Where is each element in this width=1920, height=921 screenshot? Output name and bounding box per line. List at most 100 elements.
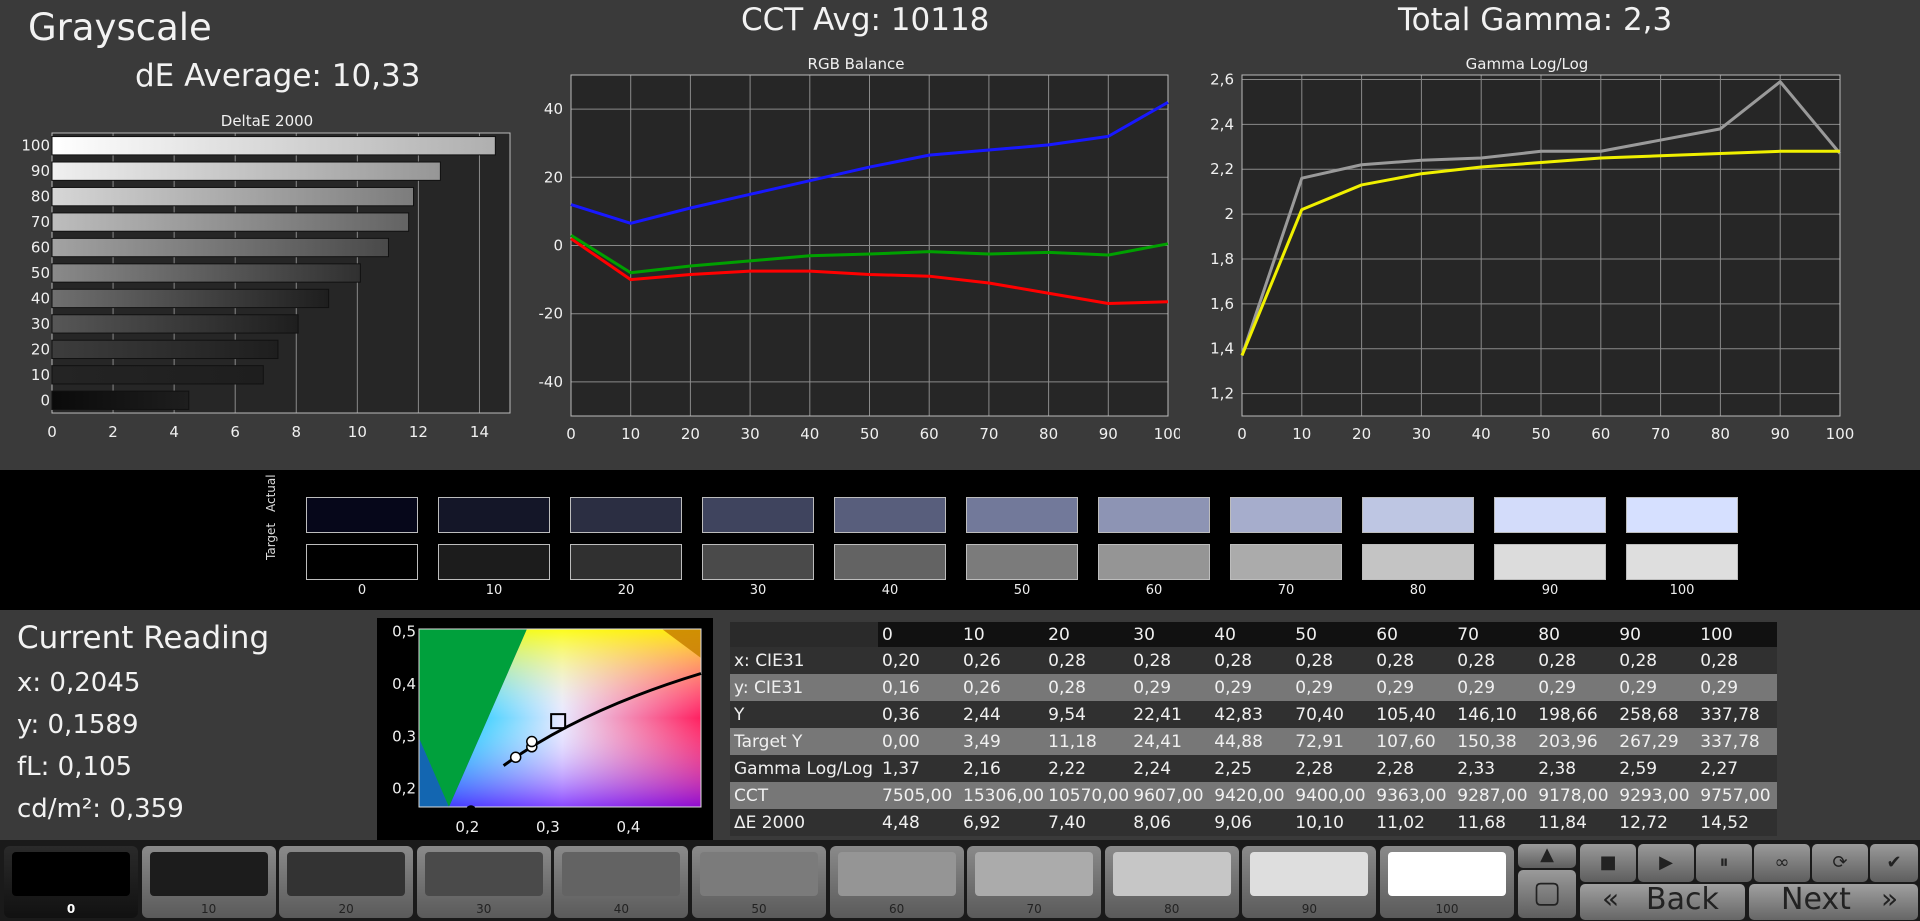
swatch-label: 10: [485, 583, 503, 598]
rgb-x-tick: 80: [1039, 425, 1058, 443]
patch-button-60[interactable]: 60: [829, 846, 964, 918]
cie-y-tick: 0,4: [392, 675, 416, 693]
gamma-y-tick: 2,4: [1210, 115, 1234, 133]
target-swatch-10: [438, 544, 550, 580]
table-row: ΔE 2000 4,48 6,92 7,40 8,06 9,06 10,10 11,02 11,…: [730, 809, 1778, 836]
swatch-label: 70: [1277, 583, 1295, 598]
rgb-x-tick: 10: [621, 425, 640, 443]
loop-button[interactable]: ∞: [1754, 844, 1810, 882]
swatch-label: 50: [1013, 583, 1031, 598]
rgb-y-tick: 0: [553, 237, 563, 255]
page-title: Grayscale: [28, 6, 212, 49]
scroll-up-button[interactable]: ▲: [1518, 844, 1576, 868]
cie-current-point: [465, 805, 476, 816]
table-column-header: 40: [1210, 622, 1292, 647]
swatch-label: 80: [1409, 583, 1427, 598]
patch-button-40[interactable]: 40: [554, 846, 689, 918]
patch-button-80[interactable]: 80: [1104, 846, 1239, 918]
target-swatch-80: [1362, 544, 1474, 580]
table-cell: 9420,00: [1210, 782, 1292, 809]
table-cell: 9287,00: [1453, 782, 1535, 809]
patch-button-100[interactable]: 100: [1380, 846, 1514, 918]
patch-color: [975, 852, 1094, 896]
table-cell: 2,59: [1615, 755, 1697, 782]
reading-y: y: 0,1589: [17, 710, 139, 740]
next-button[interactable]: Next »: [1749, 882, 1918, 920]
patch-label: 80: [1164, 902, 1180, 916]
stop-button[interactable]: ■: [1580, 844, 1636, 882]
table-cell: 11,84: [1534, 809, 1616, 836]
table-cell: 70,40: [1291, 701, 1373, 728]
table-cell: 0,16: [878, 674, 959, 701]
table-cell: 0,28: [1129, 647, 1211, 674]
deltae-bar: [51, 136, 496, 156]
table-cell: 44,88: [1210, 728, 1292, 755]
target-label: Target: [264, 522, 278, 560]
table-cell: 9607,00: [1129, 782, 1211, 809]
patch-button-10[interactable]: 10: [141, 846, 276, 918]
table-cell: 0,28: [1210, 647, 1292, 674]
table-cell: 1,37: [878, 755, 959, 782]
patch-button-20[interactable]: 20: [279, 846, 414, 918]
target-swatch-40: [834, 544, 946, 580]
table-cell: 9293,00: [1615, 782, 1697, 809]
patch-button-50[interactable]: 50: [692, 846, 826, 918]
patch-color: [837, 852, 956, 896]
deltae-x-tick: 12: [409, 423, 428, 441]
deltae-bar: [51, 288, 330, 309]
patch-color: [12, 852, 130, 896]
deltae-x-tick: 0: [47, 423, 57, 441]
table-cell: 0,29: [1372, 674, 1454, 701]
table-column-header: 100: [1696, 622, 1778, 647]
reading-fl: fL: 0,105: [17, 752, 133, 782]
pause-button[interactable]: ⏸: [1696, 844, 1752, 882]
swatch-label: 0: [357, 583, 367, 598]
deltae-category-label: 80: [31, 188, 50, 206]
patch-square-button[interactable]: ▢: [1518, 870, 1576, 918]
deltae-category-label: 10: [31, 366, 50, 384]
back-button[interactable]: « Back: [1580, 882, 1745, 920]
deltae-x-tick: 14: [470, 423, 489, 441]
table-cell: 4,48: [878, 809, 959, 836]
table-column-header: 80: [1534, 622, 1616, 647]
play-button[interactable]: ▶: [1638, 844, 1694, 882]
deltae-bar: [51, 314, 299, 334]
actual-swatch-40: [834, 497, 946, 533]
patch-button-90[interactable]: 90: [1242, 846, 1377, 918]
patch-label: 0: [66, 902, 76, 916]
cie-x-tick: 0,2: [455, 818, 479, 836]
table-cell: 2,16: [959, 755, 1045, 782]
table-cell: 2,38: [1534, 755, 1616, 782]
table-cell: 9363,00: [1372, 782, 1454, 809]
table-row: Y 0,36 2,44 9,54 22,41 42,83 70,40 105,40 146,10…: [730, 701, 1778, 728]
table-cell: 0,36: [878, 701, 959, 728]
target-swatch-0: [306, 544, 418, 580]
gamma-x-tick: 20: [1352, 425, 1371, 443]
deltae-bar: [51, 212, 410, 232]
patch-button-70[interactable]: 70: [967, 846, 1102, 918]
gamma-x-tick: 80: [1711, 425, 1730, 443]
target-swatch-70: [1230, 544, 1342, 580]
rgb-x-tick: 50: [860, 425, 879, 443]
table-cell: 0,26: [959, 647, 1045, 674]
patch-button-30[interactable]: 30: [416, 846, 551, 918]
table-cell: 11,68: [1453, 809, 1535, 836]
table-column-header: 0: [878, 622, 959, 647]
patch-label: 10: [200, 902, 217, 916]
patch-button-0[interactable]: 0: [4, 846, 138, 918]
swatch-strip: Actual Target 0 10 20 30 40 50 60 70 80 90 100: [0, 470, 1920, 610]
table-cell: 12,72: [1615, 809, 1697, 836]
refresh-button[interactable]: ⟳: [1812, 844, 1868, 882]
table-cell: 9757,00: [1696, 782, 1778, 809]
rgb-plot-frame: [570, 74, 1169, 417]
swatch-label: 60: [1145, 583, 1163, 598]
measurement-table: 0 10 20 30 40 50 60 70 80 90 100 x: CIE31 0,20 0,26 0,…: [730, 622, 1778, 836]
cie-y-tick: 0,5: [392, 623, 416, 641]
deltae-bar: [51, 237, 389, 258]
swatch-label: 100: [1669, 583, 1695, 598]
deltae-x-tick: 10: [348, 423, 367, 441]
target-swatch-90: [1494, 544, 1606, 580]
table-column-header: 10: [959, 622, 1045, 647]
table-column-header: 20: [1044, 622, 1130, 647]
check-button[interactable]: ✔: [1870, 844, 1918, 882]
